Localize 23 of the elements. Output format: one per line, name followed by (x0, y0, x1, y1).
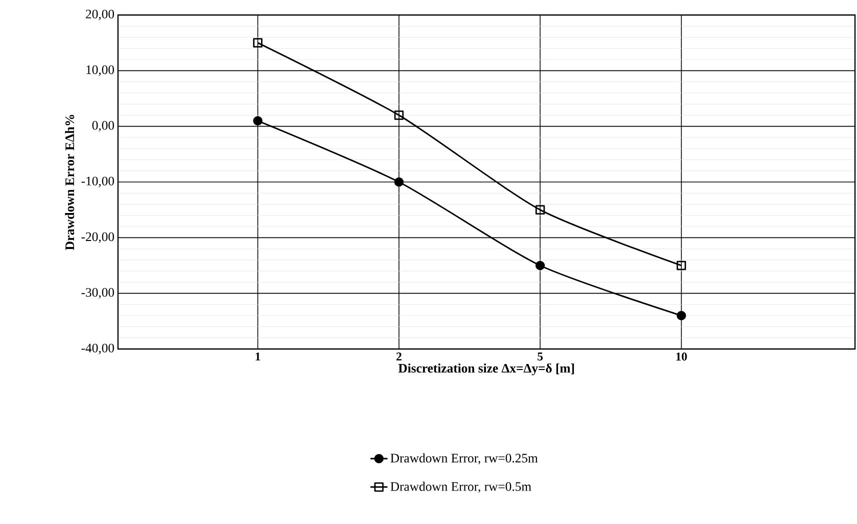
y-tick-label: 20,00 (86, 10, 114, 20)
point (676, 310, 686, 320)
y-tick-label: -40,00 (82, 344, 114, 354)
x-tick-label: 2 (396, 352, 402, 360)
x-axis-title: Discretization size Δx=Δy=δ [m] (398, 363, 574, 376)
point (394, 110, 404, 120)
point (394, 177, 404, 187)
legend-label: Drawdown Error, rw=0.5m (390, 482, 532, 493)
x-tick-label: 10 (676, 352, 687, 361)
y-axis-title: Drawdown Error EΔh% (65, 114, 74, 250)
point (253, 38, 262, 48)
x-tick-label: 1 (256, 352, 260, 360)
point (676, 260, 686, 270)
point (535, 205, 545, 215)
y-tick-label: -20,00 (82, 232, 114, 243)
y-tick-label: -10,00 (82, 176, 114, 188)
legend-label: Drawdown Error, rw=0.25m (390, 453, 538, 464)
y-tick-label: 10,00 (86, 65, 114, 76)
y-tick-label: -30,00 (82, 288, 114, 299)
point (535, 260, 545, 270)
y-tick-label: 0,00 (92, 121, 114, 132)
point (253, 116, 262, 126)
x-tick-label: 5 (538, 352, 543, 360)
